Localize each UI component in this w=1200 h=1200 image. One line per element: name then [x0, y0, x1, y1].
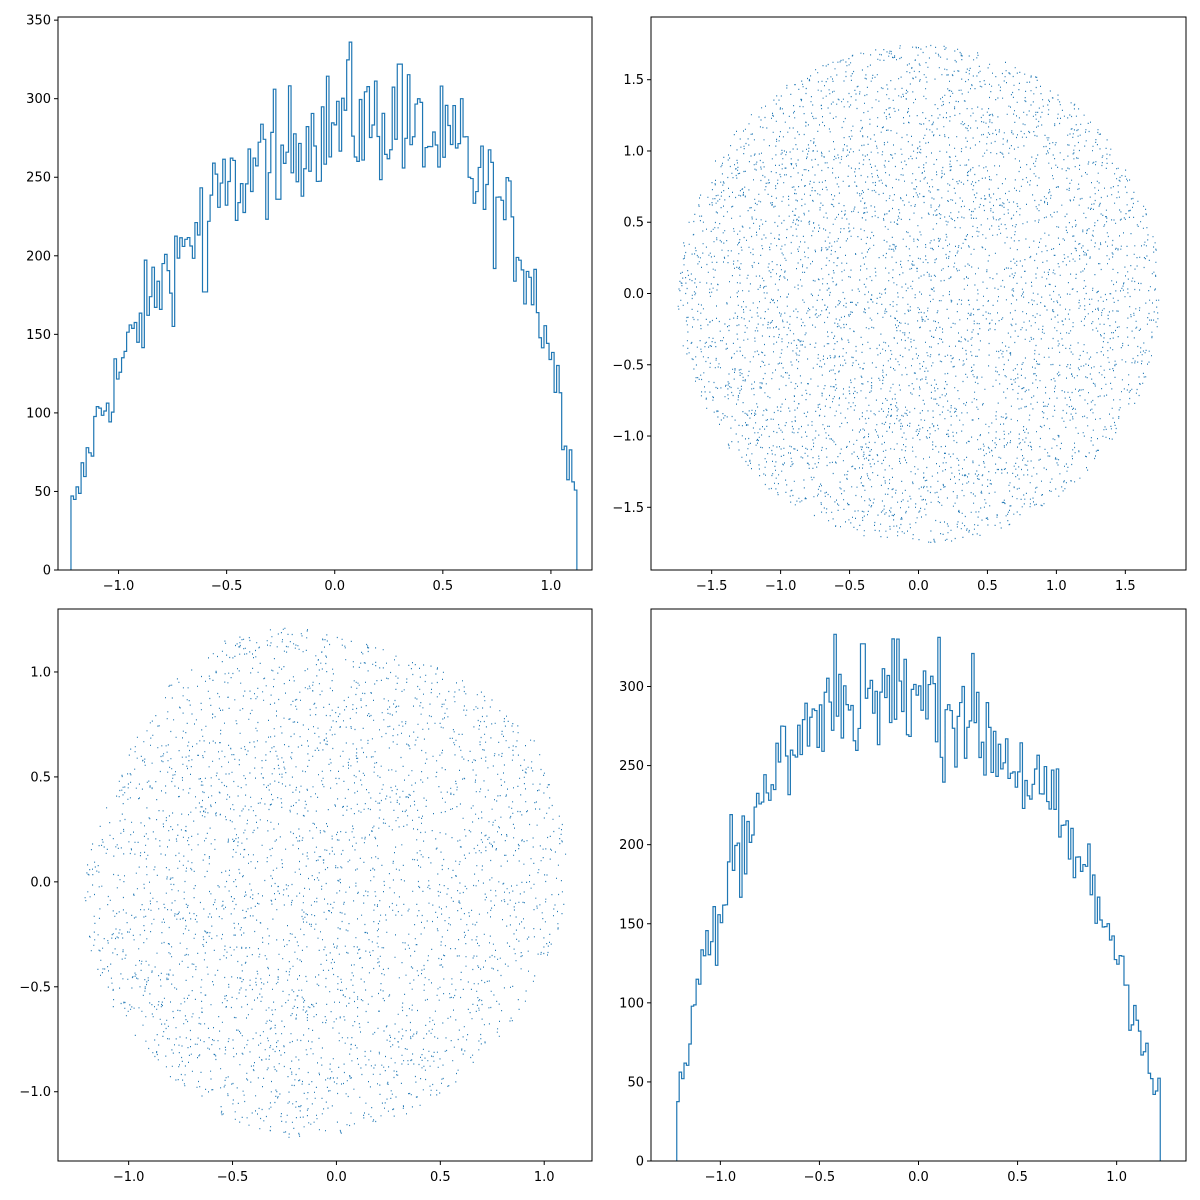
- y-tick-label: 0.0: [623, 287, 644, 302]
- x-tick-label: −0.5: [834, 579, 866, 594]
- y-tick-label: −1.0: [612, 430, 644, 445]
- y-axis: 0 50 100 150 200 250 300: [619, 680, 651, 1170]
- axes-frame: [57, 16, 593, 571]
- y-tick-label: 250: [619, 759, 644, 774]
- plot-area: [70, 41, 578, 570]
- y-axis: −1.5 −1.0 −0.5 0.0 0.5 1.0 1.5: [612, 73, 651, 516]
- y-tick-label: 0.5: [623, 216, 644, 231]
- histogram-step-line: [70, 41, 578, 570]
- y-tick-label: 150: [26, 328, 51, 343]
- subplot-bottom-left: −1.0 −0.5 0.0 0.5 1.0 −1.0 −0.5 0.0 0.5 1.0: [19, 608, 593, 1185]
- plot-area: [676, 633, 1161, 1161]
- subplot-bottom-right: −1.0 −0.5 0.0 0.5 1.0 0 50 100 150 200 250 300: [619, 608, 1187, 1185]
- y-tick-label: 250: [26, 171, 51, 186]
- y-tick-label: 350: [26, 14, 51, 29]
- y-axis: −1.0 −0.5 0.0 0.5 1.0: [19, 665, 58, 1100]
- y-tick-label: −1.0: [19, 1085, 51, 1100]
- x-tick-label: −1.0: [103, 579, 135, 594]
- histogram-step-line: [676, 633, 1161, 1161]
- x-tick-label: 0.5: [1007, 1170, 1028, 1185]
- y-tick-label: 1.0: [30, 665, 51, 680]
- subplot-top-left: −1.0 −0.5 0.0 0.5 1.0 0 50 100 150 200 250 300 350: [26, 14, 593, 594]
- y-tick-label: 300: [26, 92, 51, 107]
- x-tick-label: 0.0: [326, 1170, 347, 1185]
- x-axis: −1.0 −0.5 0.0 0.5 1.0: [103, 570, 562, 594]
- x-tick-label: 0.5: [430, 1170, 451, 1185]
- x-tick-label: 1.0: [1046, 579, 1067, 594]
- y-tick-label: 50: [627, 1075, 644, 1090]
- x-tick-label: 0.0: [908, 1170, 929, 1185]
- y-tick-label: 150: [619, 917, 644, 932]
- x-tick-label: 0.5: [977, 579, 998, 594]
- axes-frame: [57, 608, 593, 1162]
- y-tick-label: −1.5: [612, 501, 644, 516]
- y-tick-label: 100: [26, 406, 51, 421]
- y-tick-label: 100: [619, 996, 644, 1011]
- subplot-top-right: −1.5 −1.0 −0.5 0.0 0.5 1.0 1.5 −1.5 −1.0 −0.5 0.0 0…: [612, 16, 1187, 594]
- x-tick-label: 1.5: [1115, 579, 1136, 594]
- y-tick-label: 0: [636, 1155, 644, 1170]
- y-tick-label: −0.5: [612, 358, 644, 373]
- y-tick-label: 200: [26, 249, 51, 264]
- x-tick-label: 0.0: [908, 579, 929, 594]
- y-tick-label: 50: [34, 485, 51, 500]
- y-tick-label: 300: [619, 680, 644, 695]
- x-tick-label: 0.0: [324, 579, 345, 594]
- y-tick-label: −0.5: [19, 980, 51, 995]
- y-tick-label: 200: [619, 838, 644, 853]
- subplot-grid: −1.0 −0.5 0.0 0.5 1.0050100150200250300350−1…: [19, 14, 1187, 1185]
- x-tick-label: −0.5: [804, 1170, 836, 1185]
- y-axis: 0 50 100 150 200 250 300 350: [26, 14, 58, 579]
- x-tick-label: −1.5: [696, 579, 728, 594]
- x-axis: −1.5 −1.0 −0.5 0.0 0.5 1.0 1.5: [696, 570, 1136, 594]
- y-tick-label: 1.5: [623, 73, 644, 88]
- x-tick-label: −1.0: [705, 1170, 737, 1185]
- x-tick-label: 1.0: [541, 579, 562, 594]
- x-tick-label: 0.5: [432, 579, 453, 594]
- y-tick-label: 0.5: [30, 770, 51, 785]
- x-tick-label: −0.5: [217, 1170, 249, 1185]
- x-tick-label: 1.0: [1106, 1170, 1127, 1185]
- x-tick-label: −1.0: [765, 579, 797, 594]
- x-tick-label: 1.0: [534, 1170, 555, 1185]
- x-axis: −1.0 −0.5 0.0 0.5 1.0: [705, 1161, 1127, 1185]
- y-tick-label: 0.0: [30, 875, 51, 890]
- y-tick-label: 0: [43, 564, 51, 579]
- x-axis: −1.0 −0.5 0.0 0.5 1.0: [113, 1161, 555, 1185]
- y-tick-label: 1.0: [623, 144, 644, 159]
- x-tick-label: −1.0: [113, 1170, 145, 1185]
- x-tick-label: −0.5: [211, 579, 243, 594]
